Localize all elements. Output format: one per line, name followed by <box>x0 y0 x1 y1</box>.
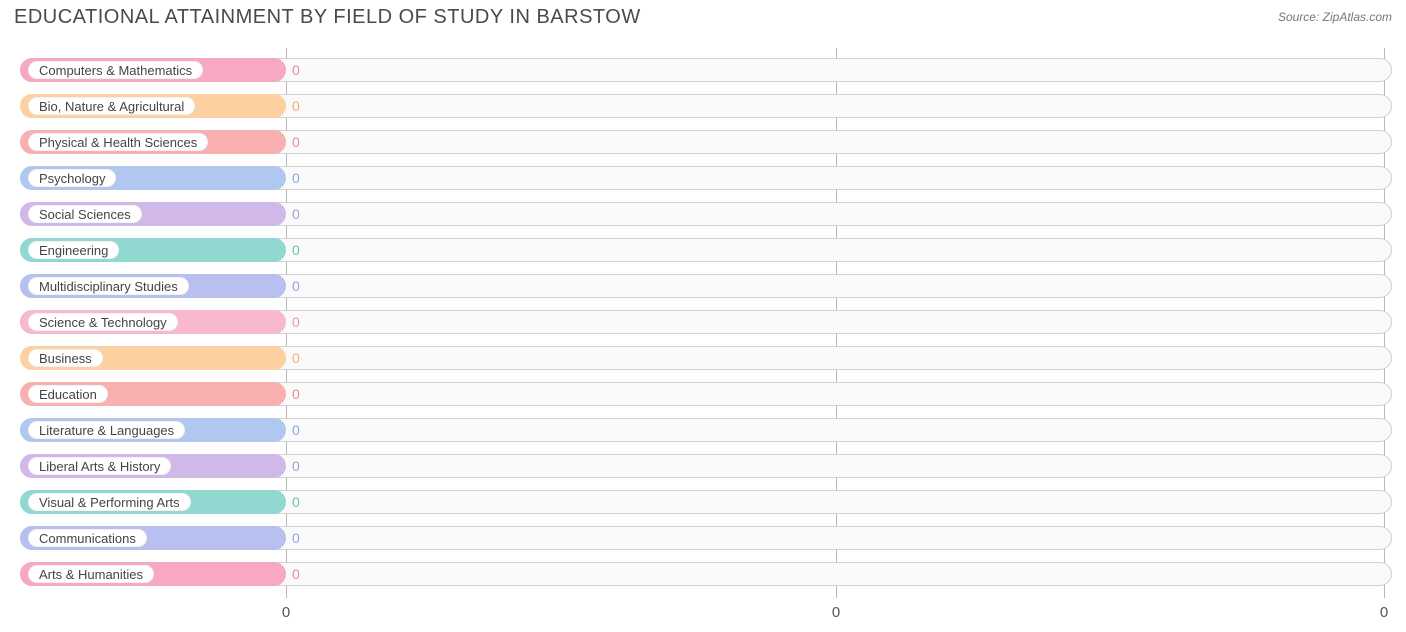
bar-label: Computers & Mathematics <box>28 61 203 79</box>
bar-value: 0 <box>292 382 300 406</box>
x-tick: 0 <box>1380 604 1388 621</box>
bar-row: Bio, Nature & Agricultural 0 <box>14 94 1392 118</box>
bar-value: 0 <box>292 274 300 298</box>
bar-row: Business 0 <box>14 346 1392 370</box>
bar-label: Communications <box>28 529 147 547</box>
bars-container: Computers & Mathematics0Bio, Nature & Ag… <box>14 58 1392 598</box>
bar-row: Education 0 <box>14 382 1392 406</box>
bar-label: Literature & Languages <box>28 421 185 439</box>
bar-label: Social Sciences <box>28 205 142 223</box>
chart-title: EDUCATIONAL ATTAINMENT BY FIELD OF STUDY… <box>14 6 641 29</box>
bar-label: Arts & Humanities <box>28 565 154 583</box>
bar-row: Liberal Arts & History 0 <box>14 454 1392 478</box>
x-axis: 0 0 0 <box>14 604 1392 624</box>
bar-value: 0 <box>292 238 300 262</box>
bar-value: 0 <box>292 454 300 478</box>
bar-value: 0 <box>292 490 300 514</box>
bar-label: Science & Technology <box>28 313 178 331</box>
bar-value: 0 <box>292 418 300 442</box>
bar-label: Liberal Arts & History <box>28 457 171 475</box>
x-tick: 0 <box>832 604 840 621</box>
x-tick: 0 <box>282 604 290 621</box>
bar-label: Multidisciplinary Studies <box>28 277 189 295</box>
bar-value: 0 <box>292 202 300 226</box>
bar-value: 0 <box>292 346 300 370</box>
bar-label: Education <box>28 385 108 403</box>
bar-value: 0 <box>292 130 300 154</box>
bar-value: 0 <box>292 166 300 190</box>
bar-label: Psychology <box>28 169 116 187</box>
bar-row: Science & Technology 0 <box>14 310 1392 334</box>
bar-row: Social Sciences 0 <box>14 202 1392 226</box>
chart-header: EDUCATIONAL ATTAINMENT BY FIELD OF STUDY… <box>0 0 1406 37</box>
bar-row: Arts & Humanities 0 <box>14 562 1392 586</box>
chart-area: Computers & Mathematics0Bio, Nature & Ag… <box>14 48 1392 598</box>
bar-row: Multidisciplinary Studies 0 <box>14 274 1392 298</box>
bar-row: Communications 0 <box>14 526 1392 550</box>
chart-source: Source: ZipAtlas.com <box>1278 6 1392 24</box>
bar-row: Engineering 0 <box>14 238 1392 262</box>
bar-value: 0 <box>292 310 300 334</box>
bar-label: Business <box>28 349 103 367</box>
bar-label: Physical & Health Sciences <box>28 133 208 151</box>
bar-row: Psychology 0 <box>14 166 1392 190</box>
bar-row: Literature & Languages 0 <box>14 418 1392 442</box>
bar-label: Visual & Performing Arts <box>28 493 191 511</box>
bar-row: Visual & Performing Arts 0 <box>14 490 1392 514</box>
bar-value: 0 <box>292 526 300 550</box>
bar-row: Computers & Mathematics 0 <box>14 58 1392 82</box>
bar-value: 0 <box>292 94 300 118</box>
bar-label: Bio, Nature & Agricultural <box>28 97 195 115</box>
bar-label: Engineering <box>28 241 119 259</box>
bar-row: Physical & Health Sciences 0 <box>14 130 1392 154</box>
bar-value: 0 <box>292 562 300 586</box>
bar-value: 0 <box>292 58 300 82</box>
